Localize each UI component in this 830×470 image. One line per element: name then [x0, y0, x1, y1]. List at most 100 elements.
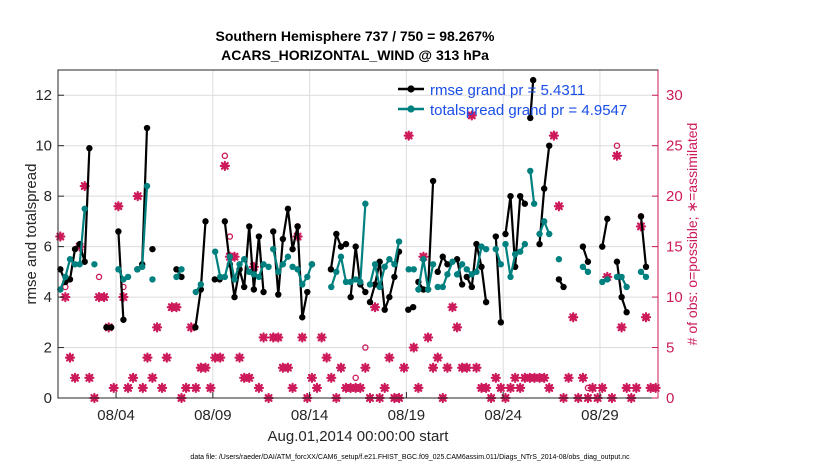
series-point	[120, 316, 127, 323]
series-point	[173, 273, 180, 281]
series-point	[555, 256, 563, 263]
series-point	[604, 276, 611, 283]
obs-assimilated-marker	[548, 130, 559, 141]
series-point	[250, 286, 258, 293]
series-point	[424, 286, 432, 293]
asterisk-strokes	[413, 382, 424, 394]
y-tick-label: 12	[35, 87, 52, 104]
asterisk-strokes	[403, 130, 414, 141]
series-point	[579, 243, 587, 250]
obs-possible-marker	[95, 273, 103, 281]
obs-assimilated-marker	[287, 382, 298, 394]
series-point	[492, 233, 500, 240]
asterisk-strokes	[229, 251, 240, 262]
obs-possible-marker	[362, 344, 369, 351]
obs-assimilated-marker	[122, 382, 134, 394]
obs-assimilated-marker	[229, 251, 240, 262]
series-point	[391, 273, 398, 281]
chart-title: Southern Hemisphere 737 / 750 = 98.267%	[216, 28, 496, 44]
series-point	[468, 283, 476, 291]
obs-assimilated-marker	[461, 362, 472, 373]
asterisk-strokes	[379, 382, 390, 394]
asterisk-strokes	[422, 332, 434, 343]
series-point	[473, 240, 480, 248]
series-line-segment	[417, 258, 435, 291]
asterisk-strokes	[427, 362, 439, 373]
series-point	[540, 218, 548, 225]
series-point	[386, 293, 393, 301]
series-point	[289, 263, 296, 270]
series-point	[240, 283, 248, 291]
obs-assimilated-marker	[505, 382, 516, 394]
series-point	[260, 261, 267, 268]
series-point	[236, 261, 243, 268]
series-line-segment	[349, 245, 367, 298]
series-point	[270, 228, 277, 235]
series-point	[275, 268, 282, 276]
series-point	[527, 114, 534, 122]
series-point	[347, 293, 354, 301]
x-tick-label: 08/19	[388, 407, 426, 424]
series-point	[149, 245, 156, 253]
asterisk-strokes	[151, 322, 163, 333]
y2-tick-label: 10	[666, 289, 683, 306]
series-point	[138, 263, 146, 270]
legend: rmse grand pr = 5.4311 totalspread grand…	[398, 82, 627, 119]
asterisk-strokes	[55, 231, 66, 242]
x-tick-label: 08/24	[484, 407, 522, 424]
series-line-segment	[639, 216, 648, 267]
obs-assimilated-marker	[79, 180, 90, 192]
legend-marker-rmse	[407, 85, 415, 93]
y2-tick-label: 0	[666, 390, 674, 407]
series-point	[376, 283, 383, 291]
series-point	[347, 278, 354, 286]
series-point	[555, 276, 563, 283]
series-point	[444, 261, 451, 268]
series-point	[599, 278, 606, 286]
asterisk-strokes	[311, 382, 323, 394]
obs-assimilated-marker	[413, 382, 424, 394]
asterisk-strokes	[384, 352, 395, 363]
obs-assimilated-marker	[108, 382, 119, 394]
obs-assimilated-marker	[640, 312, 652, 323]
asterisk-strokes	[360, 362, 371, 373]
asterisk-strokes	[248, 261, 259, 272]
asterisk-strokes	[515, 382, 526, 394]
asterisk-strokes	[132, 191, 143, 202]
series-point	[255, 273, 263, 281]
asterisk-strokes	[577, 372, 589, 383]
obs-assimilated-marker	[113, 201, 124, 212]
series-point	[502, 230, 509, 238]
asterisk-strokes	[548, 130, 559, 141]
series-line-segment	[529, 80, 535, 118]
series-point	[536, 240, 543, 248]
asterisk-strokes	[471, 362, 482, 373]
series-point	[173, 266, 180, 273]
series-point	[250, 271, 258, 278]
obs-assimilated-marker	[616, 322, 627, 333]
obs-assimilated-marker	[650, 382, 661, 394]
obs-assimilated-marker	[316, 332, 327, 343]
series-point	[623, 309, 630, 316]
series-point	[642, 273, 650, 281]
series-point	[279, 235, 287, 243]
asterisk-strokes	[244, 372, 255, 383]
series-point	[434, 268, 441, 276]
series-point	[637, 268, 645, 276]
series-point	[478, 263, 485, 270]
y-axis-label: rmse and totalspread	[23, 164, 40, 305]
series-point	[458, 261, 466, 268]
series-point	[337, 253, 345, 260]
obs-assimilated-marker	[282, 362, 294, 373]
y2-tick-label: 15	[666, 239, 683, 256]
series-point	[108, 324, 115, 331]
obs-assimilated-marker	[171, 302, 182, 313]
y-tick-label: 0	[44, 390, 52, 407]
y2-tick-label: 5	[666, 340, 674, 357]
series-point	[265, 263, 272, 270]
series-point	[613, 258, 621, 265]
obs-assimilated-marker	[205, 382, 216, 394]
series-point	[124, 273, 132, 281]
obs-assimilated-marker	[563, 372, 574, 383]
series-point	[420, 256, 427, 263]
